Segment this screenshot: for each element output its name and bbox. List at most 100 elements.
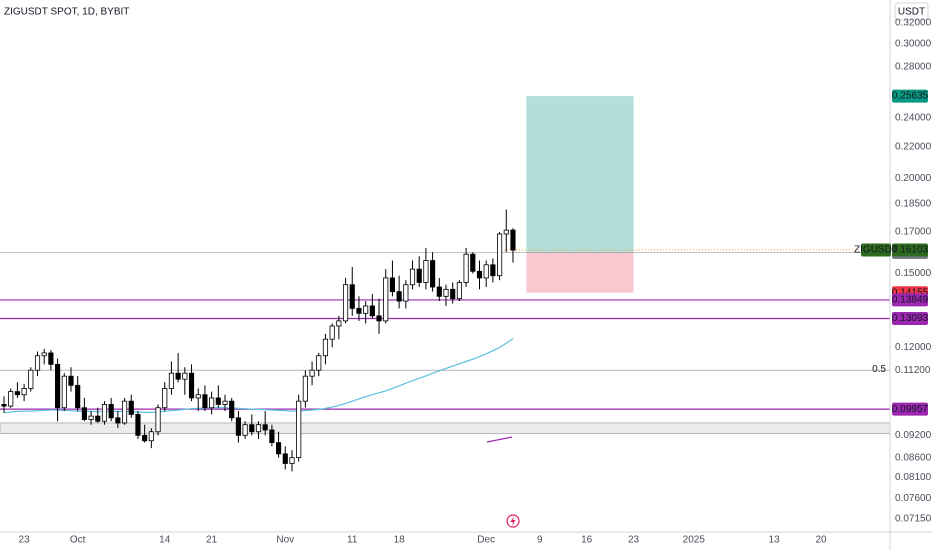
candle-body xyxy=(276,442,282,455)
candle-body xyxy=(255,424,262,433)
candle-body xyxy=(296,400,302,459)
price-tag xyxy=(892,89,928,103)
candle-body xyxy=(21,388,27,396)
candle-body xyxy=(55,363,61,409)
symbol-tag-label: ZIGUSDT xyxy=(854,245,898,256)
candle-body xyxy=(316,355,322,371)
moving-average xyxy=(3,338,514,414)
candle-body xyxy=(249,424,255,433)
alert-icon-circle[interactable] xyxy=(506,514,520,528)
candle-body xyxy=(48,352,54,365)
candle-body xyxy=(322,338,329,357)
y-tick-label: 0.22000 xyxy=(895,141,932,152)
price-tag-label: 0.14155 xyxy=(892,287,929,298)
x-tick-label: 23 xyxy=(628,535,640,546)
candle-body xyxy=(476,270,483,279)
candle-body xyxy=(363,305,369,314)
y-tick-label: 0.11200 xyxy=(895,365,931,376)
candle-body xyxy=(389,277,396,293)
candle-body xyxy=(34,355,41,371)
candle-body xyxy=(443,288,449,297)
candle-body xyxy=(403,284,409,302)
price-tag xyxy=(892,402,928,416)
fib-label: 0.5 xyxy=(872,364,886,375)
candle-body xyxy=(128,400,134,415)
zone xyxy=(0,422,891,435)
candle-body xyxy=(155,407,161,433)
candle-body xyxy=(202,394,208,409)
price-tag xyxy=(892,312,928,326)
candle-body xyxy=(162,388,168,409)
symbol-tag xyxy=(861,243,891,257)
candle-body xyxy=(470,253,476,272)
candle-body xyxy=(262,424,268,431)
candle-body xyxy=(416,268,422,283)
price-tag-label: 0.25635 xyxy=(892,91,929,102)
candle-body xyxy=(121,400,128,424)
candle-body xyxy=(61,375,67,409)
candle-body xyxy=(302,375,308,402)
candle-body xyxy=(336,320,342,327)
candle-body xyxy=(195,394,201,399)
candle-body xyxy=(14,391,20,396)
candle-body xyxy=(436,286,442,297)
candle-body xyxy=(282,453,288,464)
price-tag-label: 0.13093 xyxy=(892,313,929,324)
x-tick-label: Oct xyxy=(70,535,86,546)
candle-body xyxy=(148,431,154,442)
x-tick-label: 18 xyxy=(394,535,406,546)
x-tick-label: 16 xyxy=(581,535,593,546)
currency-button-frame[interactable] xyxy=(894,2,929,21)
candle-body xyxy=(497,233,503,277)
alert-icon[interactable] xyxy=(506,514,520,528)
loss-zone xyxy=(526,252,634,293)
y-tick-label: 0.20000 xyxy=(895,173,932,184)
drawing-segment xyxy=(486,436,513,443)
y-tick-label: 0.18500 xyxy=(895,199,932,210)
price-tag xyxy=(892,243,928,257)
candle-body xyxy=(430,260,436,288)
candle-body xyxy=(215,397,221,405)
candle-body xyxy=(423,260,429,283)
currency-button[interactable]: USDT xyxy=(898,7,925,18)
chart-title: ZIGUSDT SPOT, 1D, BYBIT xyxy=(4,7,129,18)
candle-body xyxy=(8,391,14,407)
candle-body xyxy=(81,407,87,420)
candle-body xyxy=(28,369,34,389)
price-tag xyxy=(892,293,928,307)
candle-body xyxy=(135,414,141,436)
price-tag-label: 0.16103 xyxy=(892,245,929,256)
candle-body xyxy=(503,229,509,235)
y-tick-label: 0.32000 xyxy=(895,17,932,28)
candle-body xyxy=(168,372,175,389)
candle-body xyxy=(75,384,81,409)
candle-body xyxy=(108,404,114,419)
candle-body xyxy=(1,404,7,407)
price-tag-label: 0.13849 xyxy=(892,295,929,306)
y-tick-label: 0.08600 xyxy=(895,452,932,463)
candle-body xyxy=(142,434,148,442)
y-tick-label: 0.08100 xyxy=(895,472,932,483)
candle-body xyxy=(309,369,315,377)
x-tick-label: 11 xyxy=(347,535,358,546)
candle-body xyxy=(349,284,355,309)
alert-icon-bolt[interactable] xyxy=(510,516,516,526)
x-tick-label: 20 xyxy=(815,535,827,546)
candle-body xyxy=(383,277,389,322)
candle-body xyxy=(456,282,462,300)
candle-body xyxy=(269,429,275,444)
candle-body xyxy=(409,268,416,286)
x-tick-label: 2025 xyxy=(683,535,706,546)
candle-body xyxy=(289,457,295,464)
x-tick-label: Nov xyxy=(276,535,294,546)
candle-body xyxy=(369,305,375,317)
candle-body xyxy=(88,415,94,420)
candle-body xyxy=(396,291,402,302)
y-tick-label: 0.09200 xyxy=(895,430,932,441)
candle-body xyxy=(209,397,215,409)
candle-body xyxy=(175,372,181,380)
price-tag-label: 0.09957 xyxy=(892,404,929,415)
candle-body xyxy=(101,404,108,422)
